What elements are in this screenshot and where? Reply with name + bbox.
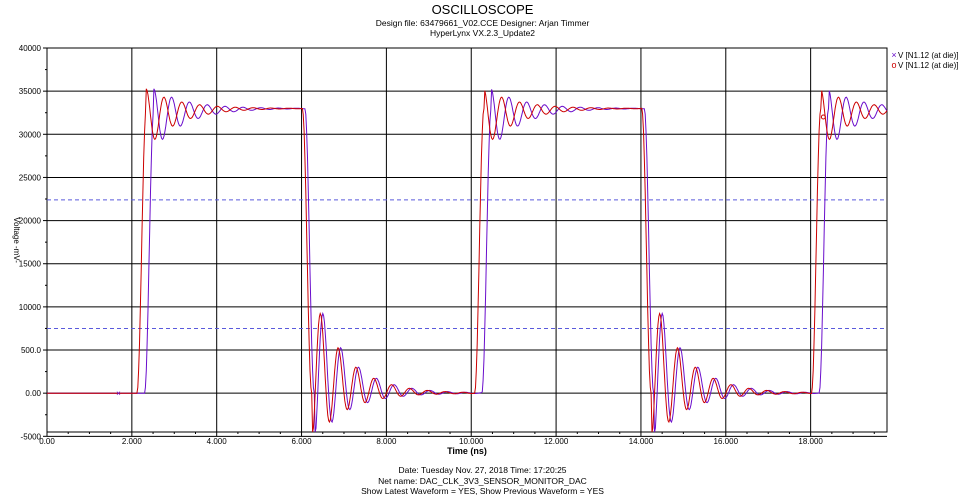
version-line: HyperLynx VX.2.3_Update2 xyxy=(429,28,536,38)
y-tick-label: 500.0 xyxy=(21,346,42,355)
legend-item-series-1: ×V [N1.12 (at die)] xyxy=(890,50,958,60)
x-tick-label: 14.000 xyxy=(629,437,654,446)
circle-marker-icon: o xyxy=(891,60,897,70)
x-tick-label: 4.000 xyxy=(207,437,228,446)
grid xyxy=(43,47,888,437)
x-tick-label: 6.000 xyxy=(292,437,313,446)
x-tick-labels: 0.00 2.000 4.000 6.000 8.000 10.000 12.000 14.0… xyxy=(39,437,823,446)
y-tick-labels: 40000 35000 30000 25000 20000 15000 10000 500.0… xyxy=(19,44,42,441)
y-axis-label: Voltage -mV- xyxy=(12,217,21,263)
net-name-line: Net name: DAC_CLK_3V3_SENSOR_MONITOR_DAC xyxy=(378,476,587,486)
show-waveform-line: Show Latest Waveform = YES, Show Previou… xyxy=(361,486,604,496)
threshold-lines xyxy=(47,199,887,329)
y-tick-label: 35000 xyxy=(19,87,42,96)
y-tick-label: 20000 xyxy=(19,217,42,226)
y-tick-label: 25000 xyxy=(19,173,42,182)
x-tick-label: 8.000 xyxy=(376,437,397,446)
x-tick-label: 12.000 xyxy=(544,437,569,446)
y-tick-label: 10000 xyxy=(19,303,42,312)
x-axis-label: Time (ns) xyxy=(447,446,487,456)
date-line: Date: Tuesday Nov. 27, 2018 Time: 17:20:… xyxy=(398,465,567,475)
legend-label-1: V [N1.12 (at die)] xyxy=(898,51,959,60)
y-tick-label: 40000 xyxy=(19,44,42,53)
x-tick-label: 0.00 xyxy=(39,437,55,446)
y-tick-label: -5000 xyxy=(21,432,42,441)
y-tick-label: 0.00 xyxy=(25,389,41,398)
x-tick-label: 2.000 xyxy=(122,437,143,446)
waveform-series: × xyxy=(47,88,888,433)
y-tick-label: 30000 xyxy=(19,130,42,139)
waveform-line-2 xyxy=(47,88,888,433)
plot-frame xyxy=(46,47,888,433)
cross-marker-icon: × xyxy=(116,389,121,398)
cross-marker-icon: × xyxy=(891,50,897,60)
circle-marker-icon xyxy=(820,114,826,120)
chart-title: OSCILLOSCOPE xyxy=(431,2,534,17)
x-tick-label: 10.000 xyxy=(459,437,484,446)
design-file-line: Design file: 63479661_V02.CCE Designer: … xyxy=(375,18,590,28)
legend-label-2: V [N1.12 (at die)] xyxy=(898,61,959,70)
x-tick-label: 18.000 xyxy=(798,437,823,446)
y-tick-label: 15000 xyxy=(19,260,42,269)
x-tick-label: 16.000 xyxy=(714,437,739,446)
